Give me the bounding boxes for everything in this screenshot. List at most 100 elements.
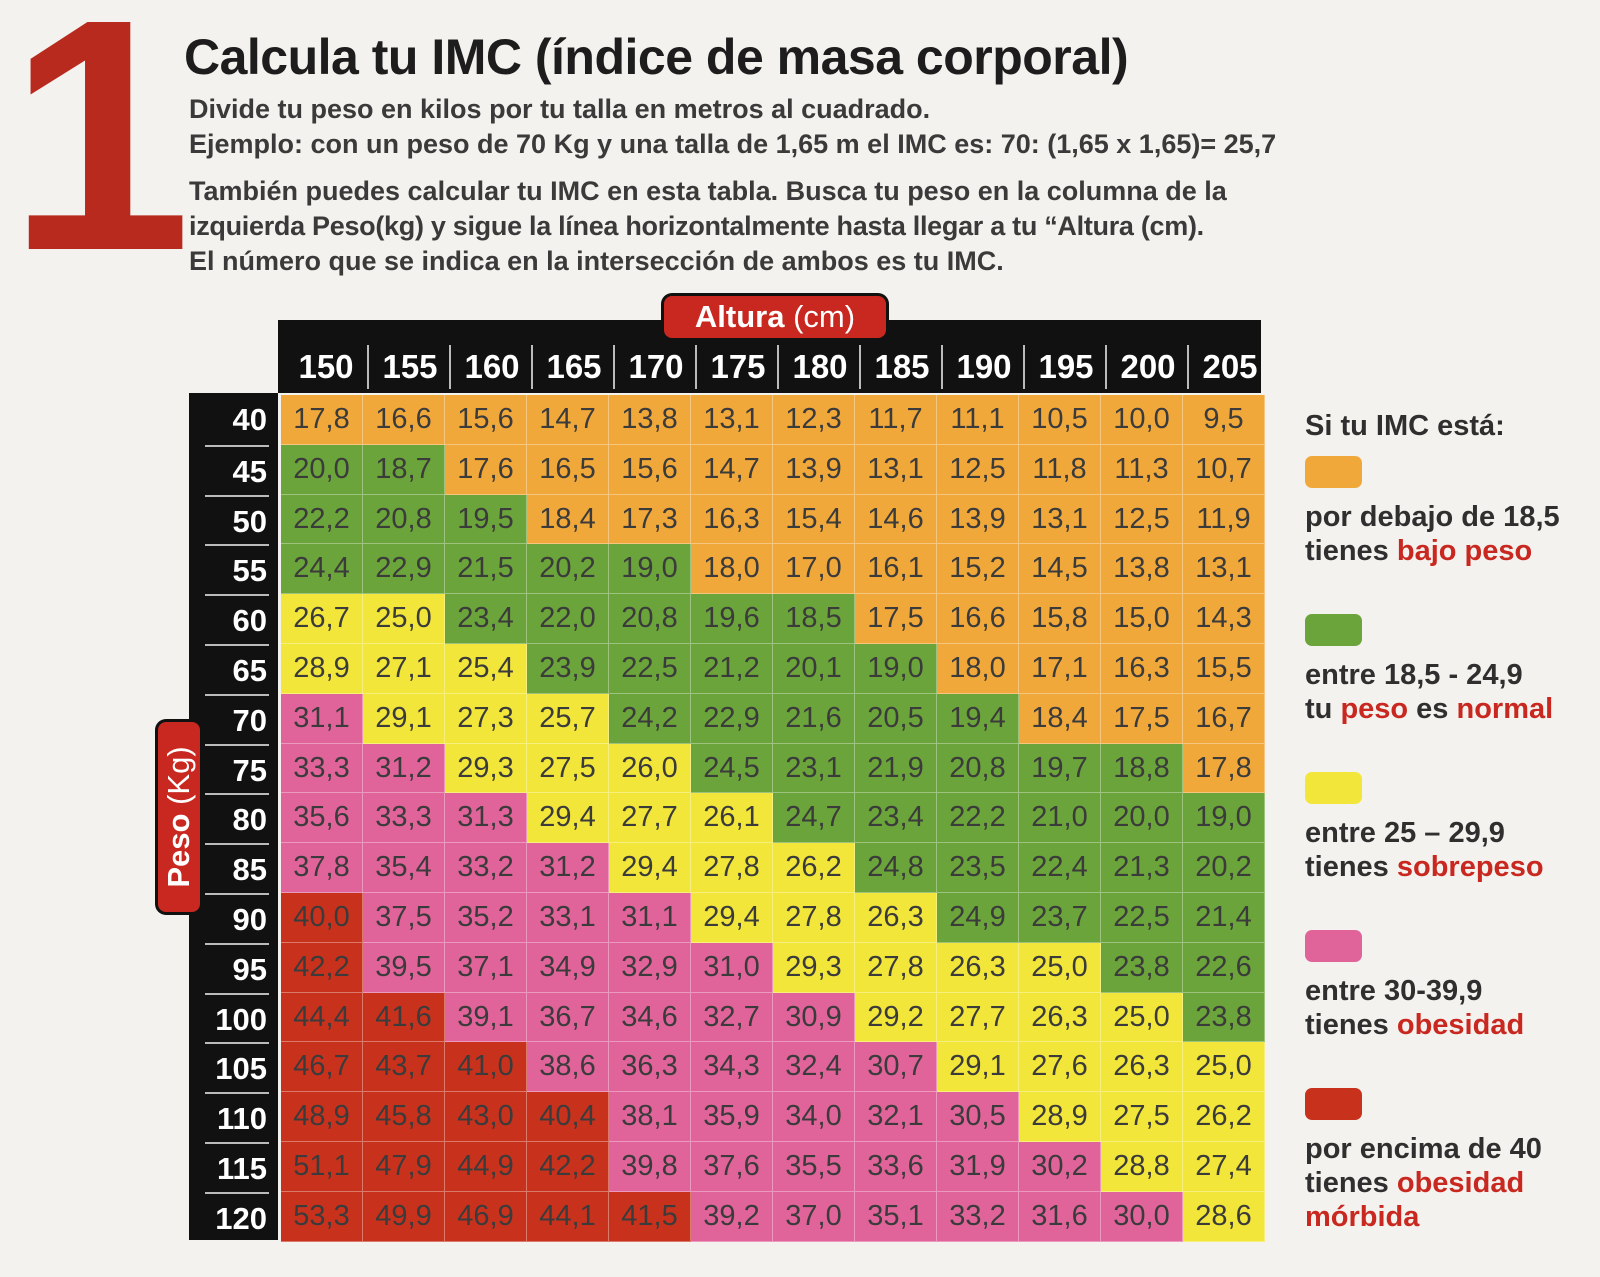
legend-swatch-yellow bbox=[1305, 772, 1362, 804]
bmi-cell: 51,1 bbox=[281, 1142, 363, 1192]
bmi-cell: 23,8 bbox=[1183, 992, 1265, 1043]
bmi-cell: 30,5 bbox=[937, 1092, 1019, 1142]
bmi-cell: 23,5 bbox=[937, 843, 1019, 893]
bmi-cell: 30,7 bbox=[855, 1042, 937, 1093]
bmi-cell: 40,0 bbox=[281, 893, 363, 943]
bmi-cell: 33,2 bbox=[937, 1191, 1019, 1242]
bmi-cell: 32,7 bbox=[691, 992, 773, 1043]
bmi-cell: 26,3 bbox=[855, 893, 937, 943]
bmi-cell: 17,5 bbox=[1101, 693, 1183, 744]
bmi-cell: 30,0 bbox=[1101, 1191, 1183, 1242]
bmi-cell: 17,5 bbox=[855, 594, 937, 644]
bmi-cell: 26,7 bbox=[281, 594, 363, 644]
legend-range: entre 18,5 - 24,9 bbox=[1305, 659, 1523, 691]
bmi-cell: 14,3 bbox=[1183, 594, 1265, 644]
bmi-cell: 26,3 bbox=[1019, 992, 1101, 1043]
height-column-header: 205 bbox=[1187, 345, 1271, 389]
legend-category: tienes sobrepeso bbox=[1305, 851, 1544, 883]
page-title: Calcula tu IMC (índice de masa corporal) bbox=[184, 29, 1129, 85]
bmi-cell: 33,3 bbox=[281, 743, 363, 794]
bmi-cell: 46,9 bbox=[445, 1191, 527, 1242]
weight-row-header: 60 bbox=[205, 594, 269, 644]
bmi-cell: 34,6 bbox=[609, 992, 691, 1043]
legend-swatch-red bbox=[1305, 1088, 1362, 1120]
bmi-cell: 22,4 bbox=[1019, 843, 1101, 893]
bmi-cell: 33,3 bbox=[363, 793, 445, 844]
height-column-header: 150 bbox=[298, 348, 354, 385]
bmi-cell: 21,0 bbox=[1019, 793, 1101, 844]
bmi-cell: 44,1 bbox=[527, 1191, 609, 1242]
bmi-cell: 38,6 bbox=[527, 1042, 609, 1093]
bmi-cell: 17,8 bbox=[281, 395, 363, 445]
bmi-cell: 23,9 bbox=[527, 644, 609, 694]
bmi-cell: 24,8 bbox=[855, 843, 937, 893]
bmi-cell: 42,2 bbox=[281, 942, 363, 993]
bmi-cell: 22,5 bbox=[1101, 893, 1183, 943]
bmi-cell: 34,3 bbox=[691, 1042, 773, 1093]
bmi-cell: 25,0 bbox=[1019, 942, 1101, 993]
step-number: 1 bbox=[8, 0, 192, 319]
height-column-header: 175 bbox=[695, 345, 779, 389]
bmi-cell: 16,6 bbox=[937, 594, 1019, 644]
bmi-cell: 29,1 bbox=[937, 1042, 1019, 1093]
bmi-cell: 26,3 bbox=[937, 942, 1019, 993]
height-axis-label: Altura (cm) bbox=[664, 296, 886, 338]
bmi-cell: 27,4 bbox=[1183, 1142, 1265, 1192]
bmi-cell: 32,4 bbox=[773, 1042, 855, 1093]
bmi-cell: 19,0 bbox=[609, 544, 691, 595]
legend-heading: Si tu IMC está: bbox=[1305, 410, 1505, 442]
bmi-cell: 13,8 bbox=[1101, 544, 1183, 595]
legend-item-morbid-obesity: por encima de 40 tienes obesidad mórbida bbox=[1305, 1088, 1595, 1234]
bmi-cell: 27,5 bbox=[527, 743, 609, 794]
height-column-header: 170 bbox=[613, 345, 697, 389]
bmi-cell: 15,5 bbox=[1183, 644, 1265, 694]
bmi-cell: 49,9 bbox=[363, 1191, 445, 1242]
bmi-cell: 11,9 bbox=[1183, 494, 1265, 545]
bmi-cell: 18,8 bbox=[1101, 743, 1183, 794]
bmi-cell: 21,9 bbox=[855, 743, 937, 794]
legend-range: entre 25 – 29,9 bbox=[1305, 817, 1505, 849]
bmi-cell: 19,7 bbox=[1019, 743, 1101, 794]
weight-row-header: 90 bbox=[205, 893, 269, 943]
bmi-cell: 24,4 bbox=[281, 544, 363, 595]
bmi-cell: 31,1 bbox=[281, 693, 363, 744]
bmi-cell: 15,0 bbox=[1101, 594, 1183, 644]
bmi-cell: 18,0 bbox=[691, 544, 773, 595]
bmi-cell: 24,7 bbox=[773, 793, 855, 844]
height-column-header: 155 bbox=[367, 345, 451, 389]
height-column-header: 200 bbox=[1105, 345, 1189, 389]
bmi-cell: 11,7 bbox=[855, 395, 937, 445]
bmi-cell: 21,3 bbox=[1101, 843, 1183, 893]
bmi-cell: 39,5 bbox=[363, 942, 445, 993]
bmi-cell: 22,9 bbox=[691, 693, 773, 744]
bmi-cell: 17,6 bbox=[445, 444, 527, 495]
weight-row-header: 100 bbox=[205, 992, 269, 1043]
bmi-cell: 18,0 bbox=[937, 644, 1019, 694]
bmi-cell: 32,9 bbox=[609, 942, 691, 993]
bmi-cell: 17,8 bbox=[1183, 743, 1265, 794]
bmi-cell: 35,5 bbox=[773, 1142, 855, 1192]
bmi-cell: 27,1 bbox=[363, 644, 445, 694]
weight-row-header: 55 bbox=[205, 544, 269, 594]
bmi-cell: 19,0 bbox=[1183, 793, 1265, 844]
bmi-cell: 21,5 bbox=[445, 544, 527, 595]
legend-item-obesity: entre 30-39,9 tienes obesidad bbox=[1305, 930, 1595, 1042]
weight-row-header: 110 bbox=[205, 1092, 269, 1142]
height-column-header: 195 bbox=[1023, 345, 1107, 389]
legend-category-extra: mórbida bbox=[1305, 1201, 1420, 1233]
bmi-cell: 11,8 bbox=[1019, 444, 1101, 495]
bmi-cell: 17,1 bbox=[1019, 644, 1101, 694]
bmi-cell: 38,1 bbox=[609, 1092, 691, 1142]
bmi-cell: 35,9 bbox=[691, 1092, 773, 1142]
bmi-cell: 31,6 bbox=[1019, 1191, 1101, 1242]
weight-row-header: 85 bbox=[205, 843, 269, 893]
weight-axis-unit: (Kg) bbox=[161, 746, 196, 805]
bmi-cell: 23,7 bbox=[1019, 893, 1101, 943]
bmi-cell: 16,5 bbox=[527, 444, 609, 495]
bmi-cell: 15,6 bbox=[609, 444, 691, 495]
bmi-cell: 48,9 bbox=[281, 1092, 363, 1142]
legend-category: tu peso es normal bbox=[1305, 693, 1554, 725]
bmi-cell: 12,3 bbox=[773, 395, 855, 445]
bmi-cell: 25,7 bbox=[527, 693, 609, 744]
height-column-header: 165 bbox=[531, 345, 615, 389]
